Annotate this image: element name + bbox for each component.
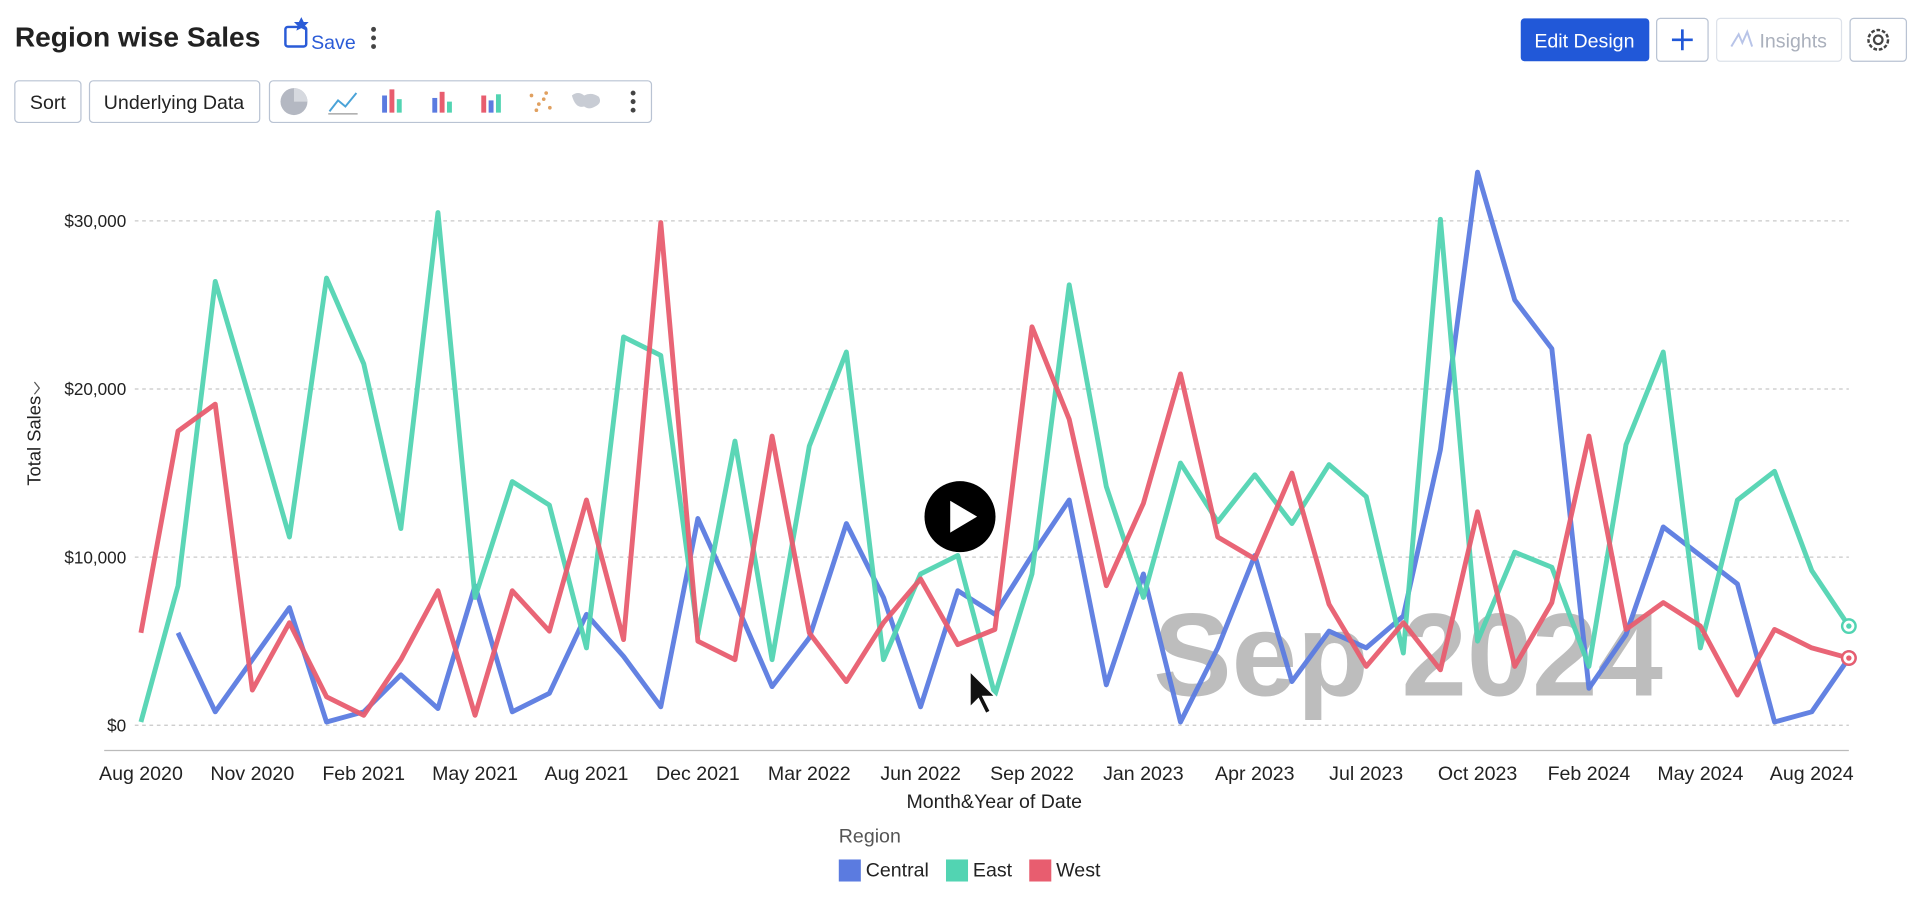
underlying-data-button[interactable]: Underlying Data xyxy=(88,80,261,124)
play-button[interactable] xyxy=(924,481,996,553)
save-label: Save xyxy=(311,32,356,54)
cursor xyxy=(968,668,998,716)
x-tick-label: Jan 2023 xyxy=(1103,763,1184,785)
legend-label: West xyxy=(1056,860,1101,882)
sort-label: Sort xyxy=(30,92,66,114)
x-tick-label: Sep 2022 xyxy=(990,763,1074,785)
settings-button[interactable] xyxy=(1849,17,1908,62)
y-tick-label: $0 xyxy=(107,715,126,735)
legend-label: East xyxy=(973,860,1013,882)
add-button[interactable] xyxy=(1656,17,1709,62)
legend-swatch xyxy=(1029,859,1052,882)
edit-design-label: Edit Design xyxy=(1534,31,1634,53)
edit-design-button[interactable]: Edit Design xyxy=(1520,18,1650,62)
x-tick-label: Nov 2020 xyxy=(210,763,294,785)
x-tick-label: May 2021 xyxy=(432,763,518,785)
x-tick-label: Mar 2022 xyxy=(768,763,851,785)
x-tick-label: Jun 2022 xyxy=(880,763,961,785)
end-marker-dot xyxy=(1846,623,1852,629)
chart-title: Region wise Sales xyxy=(15,22,261,53)
x-tick-label: Aug 2021 xyxy=(545,763,629,785)
save-button[interactable]: Save xyxy=(284,17,356,54)
y-tick-label: $20,000 xyxy=(64,379,126,399)
chart-type-bar[interactable] xyxy=(268,80,653,124)
x-tick-label: Apr 2023 xyxy=(1215,763,1295,785)
x-tick-label: Aug 2024 xyxy=(1770,763,1854,785)
x-tick-label: Jul 2023 xyxy=(1329,763,1403,785)
more-menu[interactable] xyxy=(371,26,376,49)
y-tick-label: $30,000 xyxy=(64,211,126,231)
legend-title: Region xyxy=(839,825,901,847)
underlying-data-label: Underlying Data xyxy=(104,92,244,114)
sort-button[interactable]: Sort xyxy=(14,80,82,124)
x-tick-label: Aug 2020 xyxy=(99,763,183,785)
x-tick-label: Dec 2021 xyxy=(656,763,740,785)
x-axis-title: Month&Year of Date xyxy=(906,791,1082,813)
end-marker-dot xyxy=(1846,655,1852,661)
legend-swatch xyxy=(945,859,969,882)
x-tick-label: Feb 2021 xyxy=(322,763,405,785)
legend-swatch xyxy=(838,859,861,882)
y-tick-label: $10,000 xyxy=(64,547,126,567)
series-line xyxy=(138,220,1850,718)
y-axis-chevron[interactable] xyxy=(33,381,41,395)
x-tick-label: May 2024 xyxy=(1657,763,1743,785)
x-tick-label: Feb 2024 xyxy=(1548,763,1631,785)
x-tick-label: Oct 2023 xyxy=(1438,763,1518,785)
y-axis-title: Total Sales xyxy=(24,396,45,486)
insights-label: Insights xyxy=(1759,31,1827,53)
legend-label: Central xyxy=(866,860,929,882)
insights-button[interactable]: Insights xyxy=(1716,17,1843,62)
